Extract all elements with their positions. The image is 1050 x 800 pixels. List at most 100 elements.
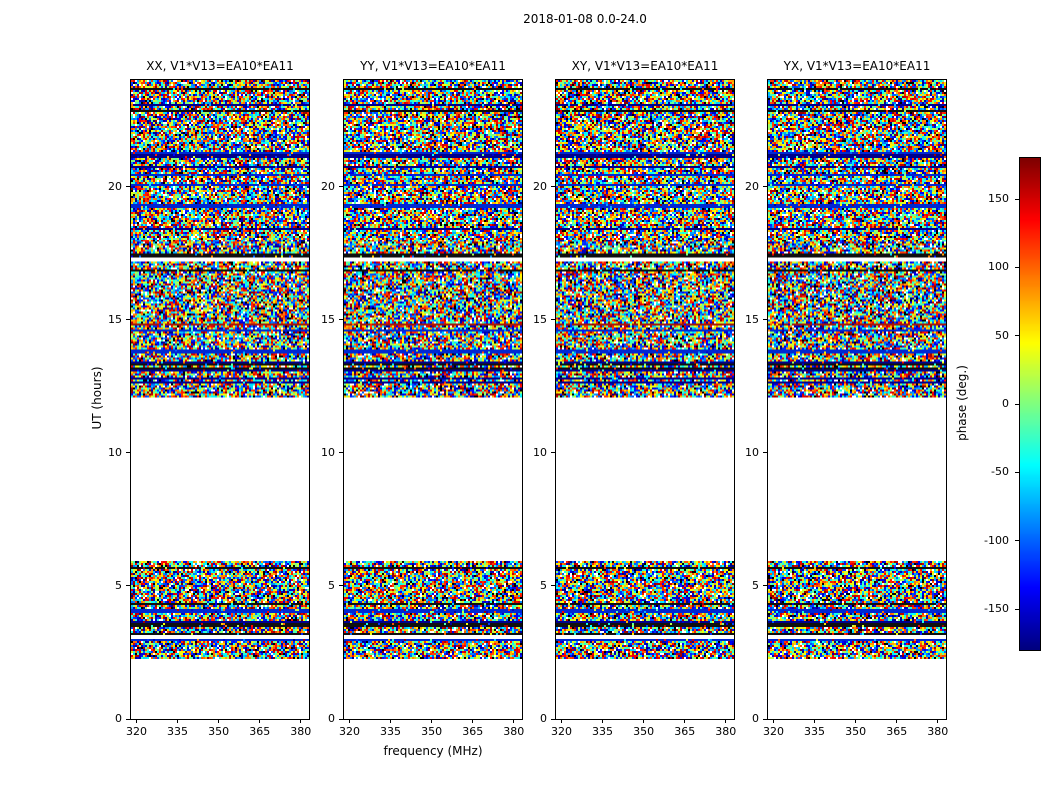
x-tick — [390, 719, 392, 723]
y-tick-label: 0 — [115, 712, 122, 725]
y-tick-label: 5 — [115, 578, 122, 592]
y-tick — [126, 585, 131, 587]
x-tick — [937, 719, 939, 723]
x-tick-label: 365 — [886, 725, 908, 738]
x-tick — [177, 719, 179, 723]
y-tick-label: 5 — [540, 578, 547, 592]
y-tick — [126, 186, 131, 187]
y-tick-label: 0 — [328, 712, 335, 725]
panel-title-xx: XX, V1*V13=EA10*EA11 — [146, 59, 294, 73]
x-tick — [772, 719, 774, 723]
y-tick-label: 0 — [752, 712, 759, 725]
x-tick — [513, 719, 515, 723]
y-tick — [339, 186, 344, 187]
x-tick-label: 380 — [503, 725, 525, 738]
x-tick-label: 335 — [804, 725, 826, 738]
y-tick-label: 15 — [321, 312, 335, 326]
heatmap-canvas-xx — [131, 80, 309, 719]
x-tick-label: 350 — [421, 725, 443, 738]
colorbar-canvas — [1020, 158, 1040, 650]
y-tick — [551, 319, 556, 321]
x-tick-label: 365 — [249, 725, 271, 738]
colorbar-tick-label: 150 — [988, 192, 1009, 205]
heatmap-canvas-xy — [556, 80, 734, 719]
x-tick-label: 320 — [125, 725, 147, 738]
y-tick — [551, 452, 556, 454]
y-tick-label: 15 — [745, 312, 759, 326]
x-tick — [602, 719, 604, 723]
colorbar-tick-label: 50 — [995, 328, 1009, 342]
colorbar-tick-label: -150 — [984, 602, 1009, 615]
y-tick — [763, 718, 768, 720]
colorbar-tick — [1015, 608, 1020, 610]
x-tick — [348, 719, 350, 723]
y-tick — [339, 585, 344, 587]
y-tick — [763, 186, 768, 187]
y-tick-label: 20 — [321, 179, 335, 193]
heatmap-panel-yx — [767, 79, 947, 720]
colorbar-tick-label: -50 — [991, 465, 1009, 479]
x-tick-label: 335 — [592, 725, 614, 738]
x-tick-label: 350 — [208, 725, 230, 738]
x-tick-label: 335 — [380, 725, 402, 738]
y-tick — [339, 319, 344, 321]
y-tick — [551, 186, 556, 187]
y-tick-label: 15 — [533, 312, 547, 326]
x-axis-label: frequency (MHz) — [383, 744, 483, 758]
y-tick — [126, 319, 131, 321]
x-tick-label: 365 — [462, 725, 484, 738]
panel-title-yx: YX, V1*V13=EA10*EA11 — [783, 59, 931, 73]
y-tick — [126, 452, 131, 454]
x-tick — [725, 719, 727, 723]
y-tick-label: 20 — [533, 179, 547, 193]
y-tick — [339, 718, 344, 720]
x-tick-label: 350 — [633, 725, 655, 738]
y-tick — [551, 585, 556, 587]
colorbar-tick — [1015, 335, 1020, 337]
y-tick — [763, 585, 768, 587]
y-tick-label: 15 — [108, 312, 122, 326]
y-tick — [551, 718, 556, 720]
x-tick-label: 335 — [167, 725, 189, 738]
y-tick-label: 0 — [540, 712, 547, 725]
x-tick — [560, 719, 562, 723]
colorbar-tick-label: 100 — [988, 260, 1009, 274]
y-tick-label: 5 — [328, 578, 335, 592]
x-tick-label: 320 — [550, 725, 572, 738]
x-tick — [300, 719, 302, 723]
heatmap-canvas-yx — [768, 80, 946, 719]
x-tick — [855, 719, 857, 723]
x-tick-label: 350 — [845, 725, 867, 738]
heatmap-panel-yy — [343, 79, 523, 720]
y-tick-label: 5 — [752, 578, 759, 592]
x-tick — [643, 719, 645, 723]
colorbar-tick — [1015, 198, 1020, 200]
x-tick — [896, 719, 898, 723]
x-tick-label: 380 — [290, 725, 312, 738]
heatmap-panel-xx — [130, 79, 310, 720]
y-axis-label: UT (hours) — [90, 366, 104, 430]
colorbar-tick — [1015, 471, 1020, 473]
x-tick-label: 320 — [762, 725, 784, 738]
x-tick-label: 365 — [674, 725, 696, 738]
colorbar-tick — [1015, 403, 1020, 405]
x-tick — [431, 719, 433, 723]
y-tick-label: 20 — [745, 179, 759, 193]
colorbar — [1019, 157, 1041, 651]
colorbar-tick — [1015, 540, 1020, 542]
y-tick — [126, 718, 131, 720]
y-tick-label: 10 — [533, 445, 547, 459]
x-tick — [259, 719, 261, 723]
y-tick-label: 20 — [108, 179, 122, 193]
y-tick-label: 10 — [321, 445, 335, 459]
x-tick — [814, 719, 816, 723]
x-tick-label: 320 — [338, 725, 360, 738]
panel-title-xy: XY, V1*V13=EA10*EA11 — [571, 59, 719, 73]
heatmap-canvas-yy — [344, 80, 522, 719]
colorbar-tick-label: 0 — [1002, 397, 1009, 410]
x-tick — [218, 719, 220, 723]
colorbar-label: phase (deg.) — [955, 365, 969, 441]
x-tick — [684, 719, 686, 723]
x-tick-label: 380 — [715, 725, 737, 738]
